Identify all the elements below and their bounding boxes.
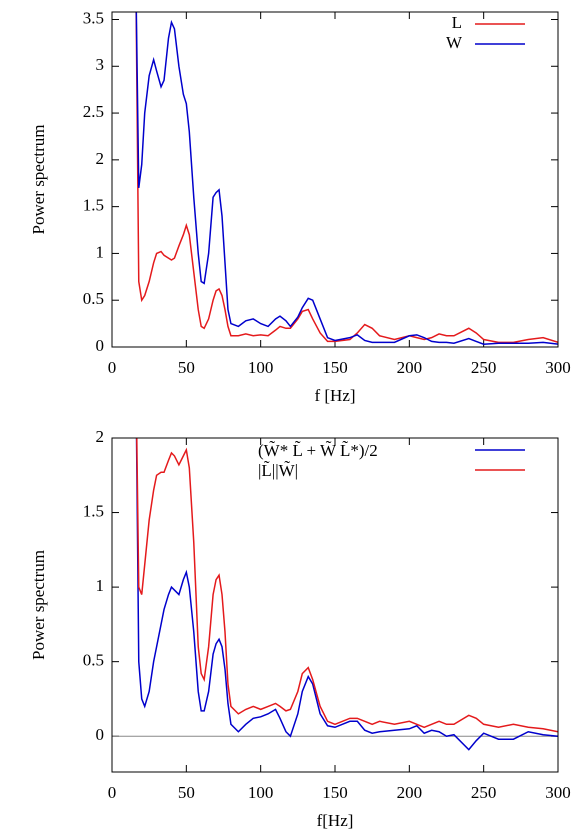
x-axis-label: f[Hz]: [317, 811, 354, 830]
x-tick-label: 200: [397, 358, 423, 377]
x-tick-label: 100: [248, 358, 274, 377]
y-tick-label: 1: [96, 242, 105, 261]
series-line: [135, 12, 558, 345]
x-tick-label: 100: [248, 783, 274, 802]
plot-frame: [111, 437, 559, 773]
legend-label: |L̃||W̃|: [258, 461, 298, 480]
x-tick-label: 250: [471, 783, 497, 802]
x-tick-label: 50: [178, 358, 195, 377]
x-axis-label: f [Hz]: [314, 386, 355, 405]
y-tick-label: 1.5: [83, 196, 104, 215]
y-tick-label: 1: [96, 576, 105, 595]
x-tick-label: 250: [471, 358, 497, 377]
series-line: [136, 438, 558, 733]
chart: 0 50 100 150 200 250 300 0 0.5 1 1.5 2 2.5 3 3.5 LWf [H…: [29, 8, 571, 405]
y-tick-label: 2.5: [83, 102, 104, 121]
x-tick-label: 200: [397, 783, 423, 802]
plot-frame: [111, 11, 559, 348]
y-tick-label: 3.5: [83, 8, 104, 27]
y-tick-label: 0: [96, 725, 105, 744]
y-tick-label: 1.5: [83, 501, 104, 520]
y-tick-label: 0.5: [83, 289, 104, 308]
y-axis-label: Power spectrum: [29, 124, 48, 234]
y-tick-label: 0.5: [83, 651, 104, 670]
chart: 0 50 100 150 200 250 300 0 0.5 1 1.5 2 (W̃* L̃ + W̃ …: [29, 427, 571, 830]
y-axis-label: Power spectrum: [29, 550, 48, 660]
x-tick-label: 0: [108, 358, 117, 377]
x-tick-label: 50: [178, 783, 195, 802]
legend-label: (W̃* L̃ + W̃ L̃*)/2: [258, 441, 378, 460]
y-tick-label: 0: [96, 336, 105, 355]
y-tick-label: 3: [96, 55, 105, 74]
x-tick-label: 0: [108, 783, 117, 802]
x-tick-label: 300: [545, 358, 571, 377]
x-tick-label: 300: [545, 783, 571, 802]
y-tick-label: 2: [96, 427, 105, 446]
y-tick-label: 2: [96, 149, 105, 168]
x-tick-label: 150: [322, 358, 348, 377]
series-line: [135, 438, 558, 751]
legend-label: L: [452, 13, 462, 32]
series-line: [135, 12, 558, 344]
legend-label: W: [446, 33, 463, 52]
x-tick-label: 150: [322, 783, 348, 802]
